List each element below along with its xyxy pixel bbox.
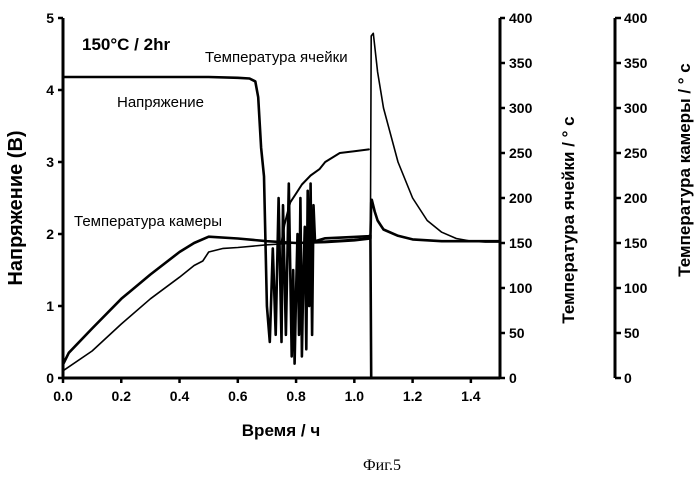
y-right2-tick-label: 200 [624, 190, 648, 206]
y-left-tick-label: 3 [46, 154, 54, 170]
figure-caption: Фиг.5 [363, 457, 401, 474]
y-right2-tick-label: 150 [624, 235, 648, 251]
x-ticks: 0.0 0.2 0.4 0.6 0.8 1.0 1.2 1.4 [53, 378, 481, 404]
y-right2-tick-label: 250 [624, 145, 648, 161]
series-group [61, 32, 502, 380]
y-right1-tick-label: 100 [509, 280, 533, 296]
x-tick-label: 0.0 [53, 388, 73, 404]
annotation-cell-temp: Температура ячейки [205, 49, 348, 66]
x-tick-label: 0.6 [228, 388, 248, 404]
y-right2-tick-label: 50 [624, 325, 640, 341]
y-right2-tick-label: 400 [624, 10, 648, 26]
y-right2-tick-label: 350 [624, 55, 648, 71]
y-left-tick-label: 2 [46, 226, 54, 242]
y-right1-tick-label: 300 [509, 100, 533, 116]
y-right1-ticks: 0 50 100 150 200 250 300 350 400 [500, 10, 533, 386]
y-right1-axis-title: Температура ячейки / ° c [559, 116, 578, 323]
x-tick-label: 0.8 [286, 388, 306, 404]
y-right1-tick-label: 250 [509, 145, 533, 161]
annotation-chamber-temp: Температура камеры [74, 213, 222, 230]
cell-temperature-line [61, 198, 502, 366]
voltage-line [61, 75, 373, 380]
y-right1-tick-label: 400 [509, 10, 533, 26]
y-right2-tick-label: 100 [624, 280, 648, 296]
x-tick-label: 1.0 [345, 388, 365, 404]
y-left-tick-label: 0 [46, 370, 54, 386]
y-right1-tick-label: 200 [509, 190, 533, 206]
y-left-axis-title: Напряжение (В) [5, 130, 27, 285]
y-right2-tick-label: 300 [624, 100, 648, 116]
condition-label: 150°C / 2hr [82, 35, 170, 54]
y-right1-tick-label: 150 [509, 235, 533, 251]
chamber-temperature-line [62, 32, 501, 372]
y-left-ticks: 0 1 2 3 4 5 [46, 10, 63, 386]
y-left-tick-label: 1 [46, 298, 54, 314]
x-tick-label: 1.4 [461, 388, 481, 404]
y-right1-tick-label: 0 [509, 370, 517, 386]
y-right2-tick-label: 0 [624, 370, 632, 386]
x-axis-title: Время / ч [242, 421, 320, 440]
y-left-tick-label: 4 [46, 82, 54, 98]
x-tick-label: 1.2 [403, 388, 423, 404]
cell-temperature-noise-line [280, 148, 370, 244]
y-right2-axis-title: Температура камеры / ° c [675, 63, 694, 277]
y-right1-tick-label: 350 [509, 55, 533, 71]
annotation-voltage: Напряжение [117, 94, 204, 111]
x-tick-label: 0.2 [112, 388, 132, 404]
y-left-tick-label: 5 [46, 10, 54, 26]
x-tick-label: 0.4 [170, 388, 190, 404]
y-right2-ticks: 0 50 100 150 200 250 300 350 400 [615, 10, 648, 386]
y-right1-tick-label: 50 [509, 325, 525, 341]
